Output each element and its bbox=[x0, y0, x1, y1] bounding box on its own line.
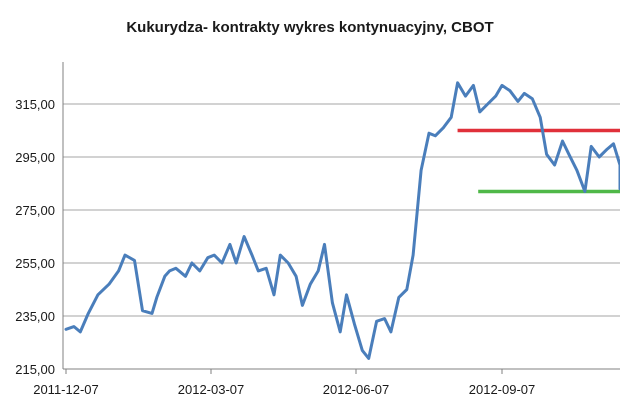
reference-lines bbox=[457, 128, 620, 194]
x-tick-label: 2011-12-07 bbox=[33, 382, 99, 397]
x-tick-label: 2012-06-07 bbox=[323, 382, 390, 397]
gridlines bbox=[63, 103, 620, 317]
x-tick-label: 2012-03-07 bbox=[178, 382, 245, 397]
y-axis: 215,00 235,00 255,00 275,00 295,00 315,00 bbox=[15, 97, 55, 377]
x-axis: 2011-12-07 2012-03-07 2012-06-07 2012-09-07… bbox=[33, 369, 536, 397]
y-tick-label: 275,00 bbox=[15, 203, 55, 218]
y-tick-label: 295,00 bbox=[15, 150, 55, 165]
series bbox=[64, 81, 620, 360]
y-tick-label: 315,00 bbox=[15, 97, 55, 112]
series-line bbox=[64, 81, 620, 360]
y-tick-label: 235,00 bbox=[15, 309, 55, 324]
x-tick-label: 2012-09-07 bbox=[469, 382, 536, 397]
chart-title: Kukurydza- kontrakty wykres kontynuacyjn… bbox=[126, 19, 493, 36]
y-tick-label: 255,00 bbox=[15, 256, 55, 271]
y-tick-label: 215,00 bbox=[15, 362, 55, 377]
